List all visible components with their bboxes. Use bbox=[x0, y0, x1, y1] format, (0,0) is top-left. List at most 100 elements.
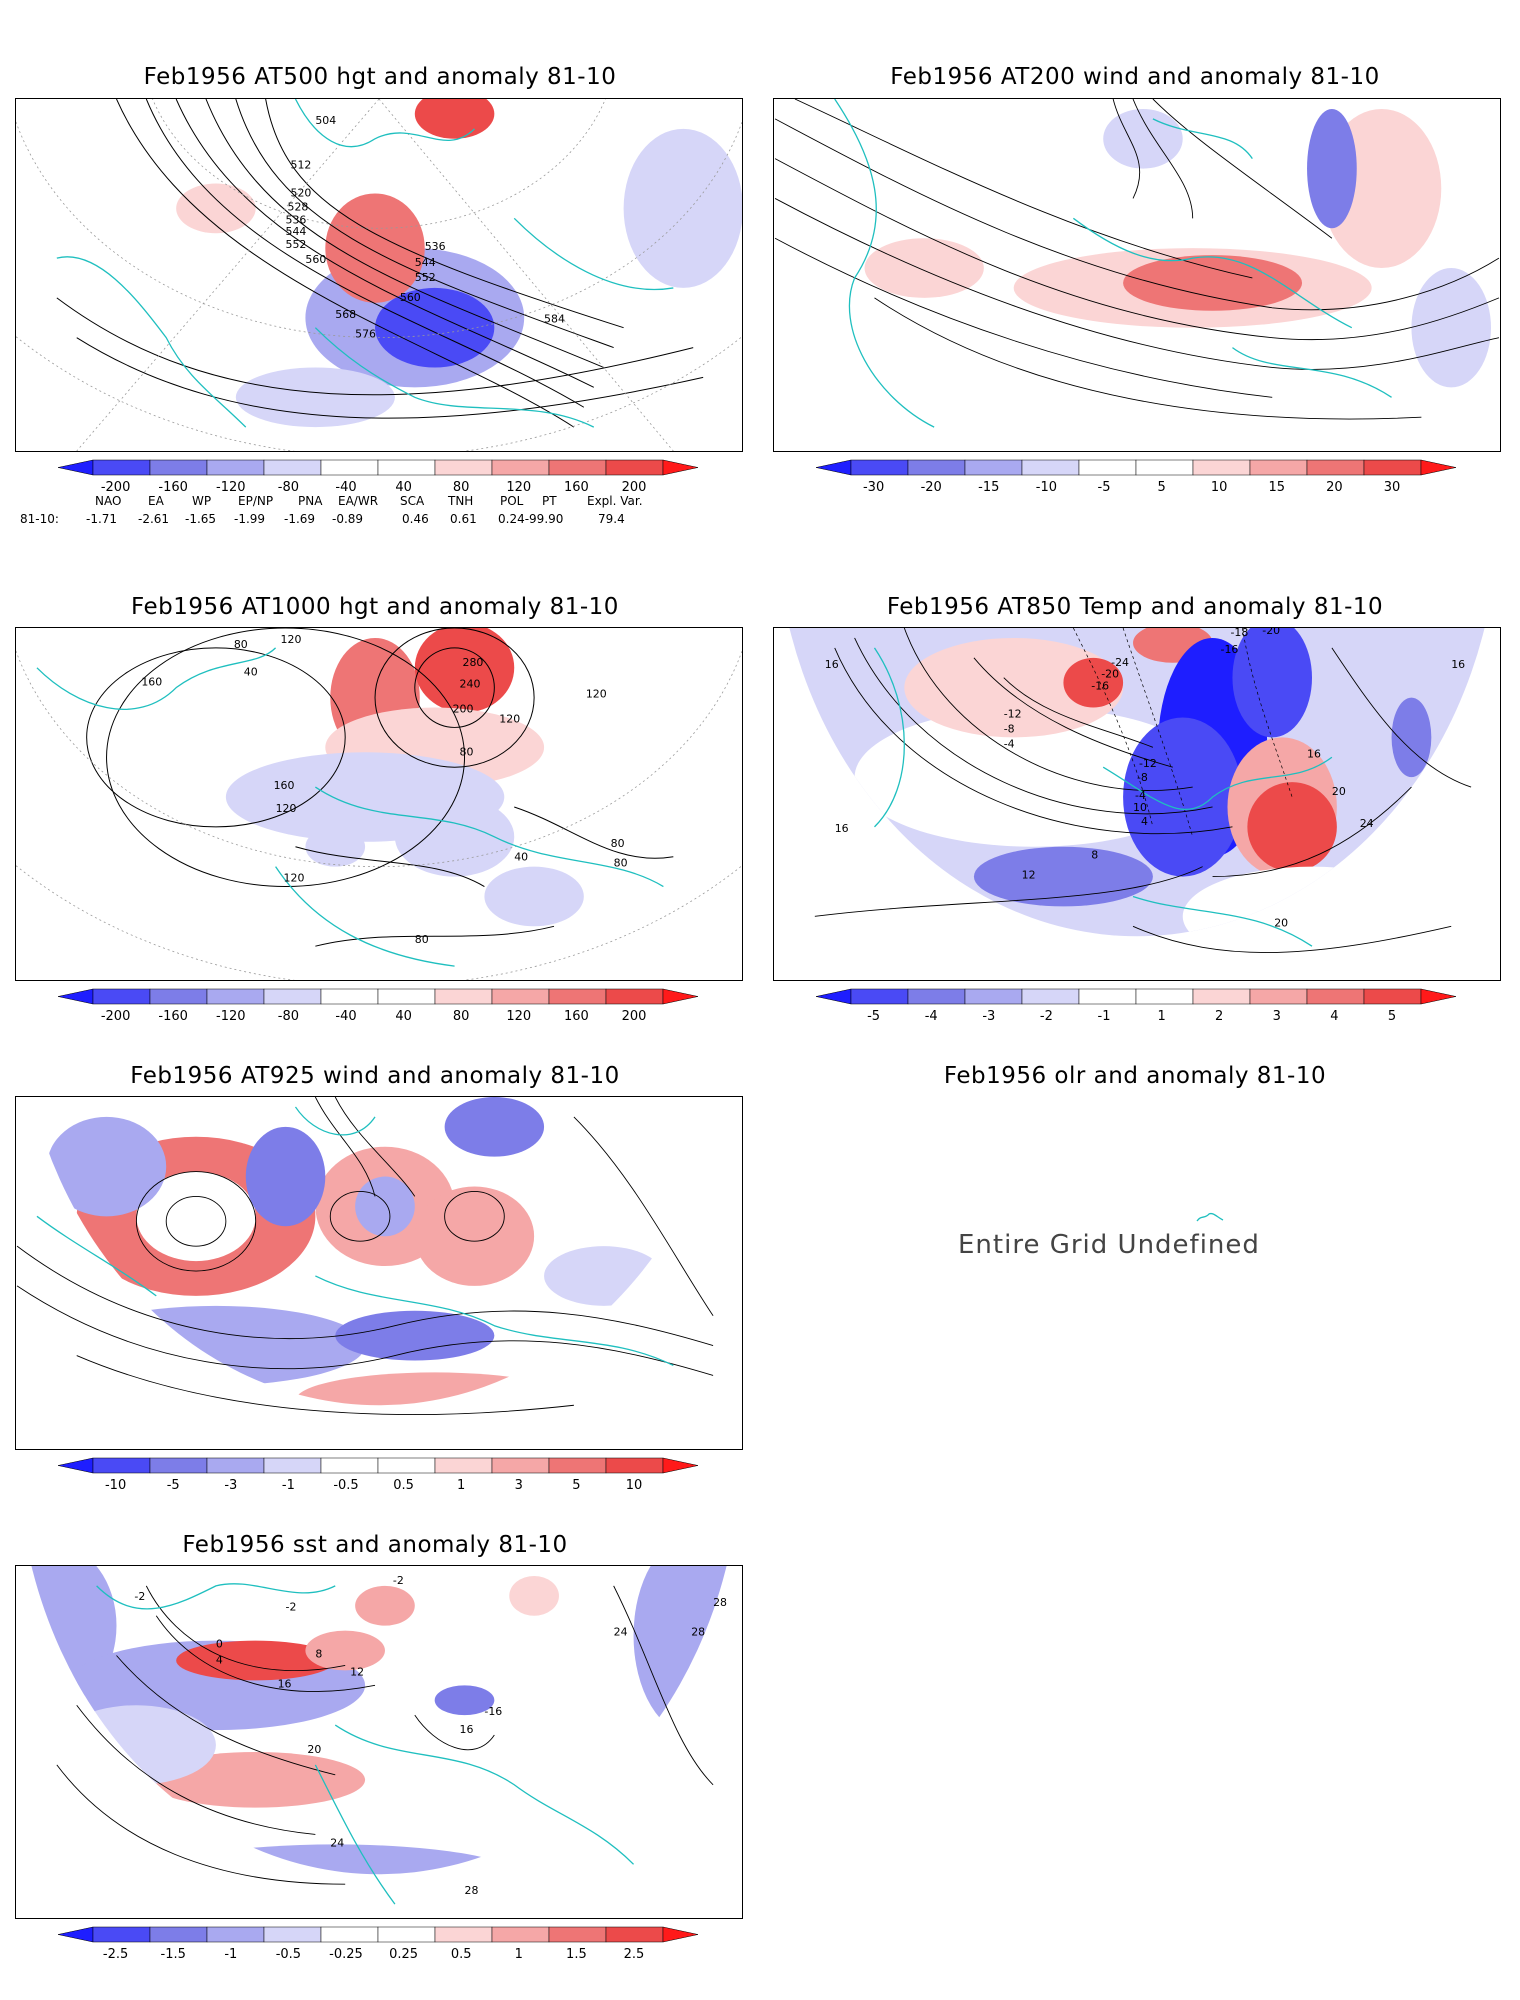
coastlines bbox=[36, 647, 664, 967]
svg-text:40: 40 bbox=[244, 666, 258, 679]
svg-text:-16: -16 bbox=[1221, 643, 1239, 656]
svg-text:12: 12 bbox=[350, 1665, 364, 1678]
svg-text:520: 520 bbox=[291, 186, 312, 199]
map-at925 bbox=[15, 1096, 743, 1450]
colorbar-labels: -200 -160 -120 -80 -40 40 80 120 160 200 bbox=[100, 1009, 647, 1024]
svg-text:16: 16 bbox=[460, 1723, 474, 1736]
svg-text:24: 24 bbox=[1360, 817, 1374, 830]
anomaly-blob-pos bbox=[176, 183, 256, 234]
colorbar-swatches bbox=[57, 1926, 699, 1943]
colorbar-swatches bbox=[815, 988, 1457, 1005]
colorbar-sst: -2.5 -1.5 -1 -0.5 -0.25 0.25 0.5 1 1.5 2… bbox=[57, 1926, 699, 1962]
svg-text:552: 552 bbox=[415, 271, 436, 284]
svg-text:-12: -12 bbox=[1139, 757, 1157, 770]
svg-text:-4: -4 bbox=[1004, 737, 1015, 750]
colorbar-labels: -2.5 -1.5 -1 -0.5 -0.25 0.25 0.5 1 1.5 2… bbox=[102, 1947, 645, 1962]
olr-coast-fragment bbox=[1196, 1212, 1224, 1222]
svg-text:28: 28 bbox=[713, 1596, 727, 1609]
svg-text:120: 120 bbox=[586, 688, 607, 701]
streamlines bbox=[774, 99, 1500, 420]
svg-text:120: 120 bbox=[284, 872, 305, 885]
svg-text:16: 16 bbox=[1307, 747, 1321, 760]
svg-text:-20: -20 bbox=[1262, 628, 1280, 637]
svg-text:240: 240 bbox=[460, 678, 481, 691]
anomaly-blob-pos bbox=[414, 99, 495, 139]
map-at850: 16 -18 -16 -24 -20 -16 -12 -8 -4 -12 -8 … bbox=[773, 627, 1501, 981]
title-sst: Feb1956 sst and anomaly 81-10 bbox=[182, 1532, 568, 1558]
teleconnection-table: NAO EA WP EP/NP PNA EA/WR SCA TNH POL PT… bbox=[20, 494, 643, 526]
svg-text:20: 20 bbox=[1332, 785, 1346, 798]
svg-text:120: 120 bbox=[276, 802, 297, 815]
coastlines bbox=[36, 1106, 674, 1367]
height-contours bbox=[86, 628, 674, 947]
svg-text:4: 4 bbox=[216, 1653, 223, 1666]
contour-labels: 16 -18 -16 -24 -20 -16 -12 -8 -4 -12 -8 … bbox=[825, 628, 1465, 929]
svg-text:-2: -2 bbox=[286, 1601, 297, 1614]
colorbar-labels: -5 -4 -3 -2 -1 1 2 3 4 5 bbox=[867, 1009, 1397, 1024]
colorbar-swatches bbox=[57, 988, 699, 1005]
colorbar-at1000: -200 -160 -120 -80 -40 40 80 120 160 200 bbox=[57, 988, 699, 1024]
svg-text:-20: -20 bbox=[1101, 668, 1119, 681]
svg-text:560: 560 bbox=[305, 253, 326, 266]
svg-text:160: 160 bbox=[274, 779, 295, 792]
svg-text:80: 80 bbox=[614, 857, 628, 870]
height-contours bbox=[56, 99, 704, 428]
title-olr: Feb1956 olr and anomaly 81-10 bbox=[943, 1063, 1327, 1089]
svg-text:560: 560 bbox=[400, 291, 421, 304]
svg-text:552: 552 bbox=[286, 238, 307, 251]
svg-text:10: 10 bbox=[1133, 801, 1147, 814]
svg-text:-24: -24 bbox=[1111, 656, 1129, 669]
svg-text:160: 160 bbox=[141, 676, 162, 689]
contour-labels: -2 -2 -2 0 4 8 12 16 20 24 28 -16 16 24 … bbox=[134, 1574, 727, 1897]
svg-text:120: 120 bbox=[281, 633, 302, 646]
map-at1000: 120 80 40 160 280 240 200 120 120 160 12… bbox=[15, 627, 743, 981]
svg-text:24: 24 bbox=[614, 1626, 628, 1639]
graticule bbox=[16, 649, 742, 980]
svg-text:20: 20 bbox=[307, 1743, 321, 1756]
svg-text:28: 28 bbox=[465, 1884, 479, 1897]
svg-text:-16: -16 bbox=[484, 1705, 502, 1718]
svg-text:80: 80 bbox=[415, 933, 429, 946]
graticule bbox=[16, 99, 742, 451]
streamlines bbox=[16, 1097, 714, 1416]
anomaly-blob-neg bbox=[623, 128, 742, 288]
svg-text:40: 40 bbox=[514, 851, 528, 864]
svg-text:536: 536 bbox=[286, 213, 307, 226]
svg-text:-16: -16 bbox=[1091, 680, 1109, 693]
svg-text:-2: -2 bbox=[134, 1590, 145, 1603]
svg-text:4: 4 bbox=[1141, 815, 1148, 828]
colorbar-at200: -30 -20 -15 -10 -5 5 10 15 20 30 bbox=[815, 459, 1457, 495]
contour-labels: 120 80 40 160 280 240 200 120 120 160 12… bbox=[141, 633, 627, 946]
svg-text:16: 16 bbox=[278, 1677, 292, 1690]
at925-plot bbox=[16, 1097, 741, 1416]
svg-text:80: 80 bbox=[611, 837, 625, 850]
at500-plot: 504 512 520 528 536 544 552 560 568 576 … bbox=[16, 99, 742, 451]
svg-text:28: 28 bbox=[691, 1626, 705, 1639]
title-at850: Feb1956 AT850 Temp and anomaly 81-10 bbox=[886, 594, 1384, 620]
svg-text:504: 504 bbox=[315, 114, 336, 127]
anomaly-blob-pos bbox=[325, 193, 425, 303]
colorbar-labels: -30 -20 -15 -10 -5 5 10 15 20 30 bbox=[862, 480, 1401, 495]
svg-text:24: 24 bbox=[330, 1836, 344, 1849]
svg-text:-12: -12 bbox=[1004, 707, 1022, 720]
svg-text:-8: -8 bbox=[1137, 771, 1148, 784]
colorbar-swatches bbox=[815, 459, 1457, 476]
svg-text:512: 512 bbox=[291, 159, 312, 172]
anomaly-blob-neg-core bbox=[375, 287, 495, 368]
colorbar-swatches bbox=[57, 1457, 699, 1474]
sst-plot: -2 -2 -2 0 4 8 12 16 20 24 28 -16 16 24 … bbox=[17, 1566, 741, 1905]
colorbar-labels: -10 -5 -3 -1 -0.5 0.5 1 3 5 10 bbox=[104, 1478, 643, 1493]
title-at925: Feb1956 AT925 wind and anomaly 81-10 bbox=[130, 1063, 620, 1089]
colorbar-at925: -10 -5 -3 -1 -0.5 0.5 1 3 5 10 bbox=[57, 1457, 699, 1493]
svg-text:0: 0 bbox=[216, 1638, 223, 1651]
svg-text:-18: -18 bbox=[1230, 628, 1248, 639]
coastlines bbox=[873, 647, 1333, 947]
svg-text:280: 280 bbox=[463, 656, 484, 669]
map-sst: -2 -2 -2 0 4 8 12 16 20 24 28 -16 16 24 … bbox=[15, 1565, 743, 1919]
olr-undefined-message: Entire Grid Undefined bbox=[958, 1230, 1260, 1260]
coastlines bbox=[834, 99, 1392, 428]
contour-labels: 504 512 520 528 536 544 552 560 568 576 … bbox=[286, 114, 565, 341]
at1000-plot: 120 80 40 160 280 240 200 120 120 160 12… bbox=[16, 628, 742, 980]
title-at200: Feb1956 AT200 wind and anomaly 81-10 bbox=[890, 64, 1380, 90]
svg-text:-8: -8 bbox=[1004, 722, 1015, 735]
